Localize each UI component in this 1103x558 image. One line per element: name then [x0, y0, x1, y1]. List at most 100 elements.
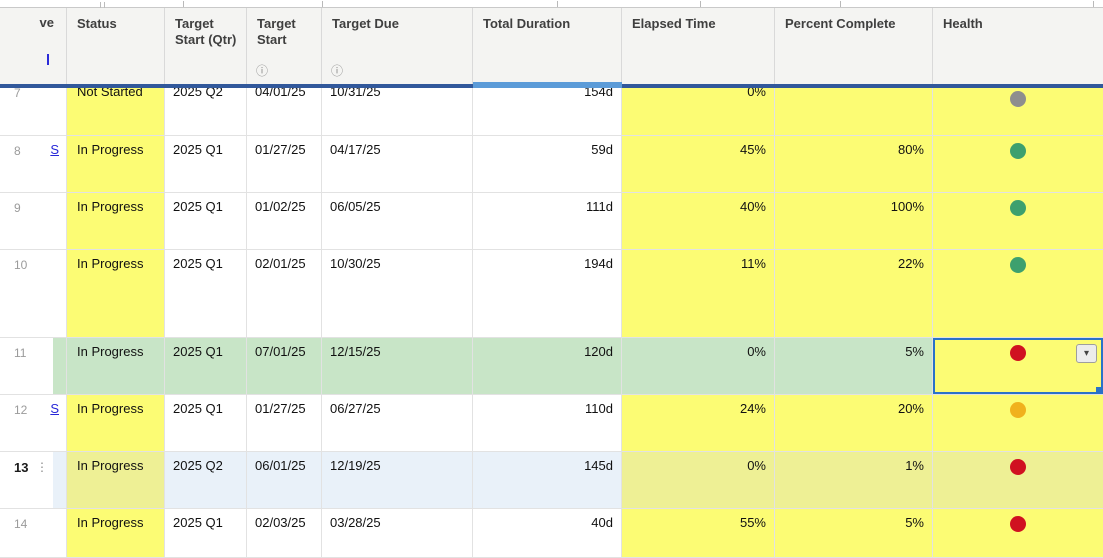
target-start-cell[interactable]: 01/27/25 — [247, 395, 322, 451]
row-menu-icon[interactable]: ⋮ — [36, 460, 48, 474]
status-cell[interactable]: Not Started — [67, 88, 165, 135]
divider-tick — [840, 1, 841, 7]
target-due-cell[interactable]: 12/15/25 — [322, 338, 473, 394]
target-start-qtr-cell[interactable]: 2025 Q1 — [165, 338, 247, 394]
target-start-cell[interactable]: 02/03/25 — [247, 509, 322, 557]
status-cell[interactable]: In Progress — [67, 136, 165, 192]
target-due-cell[interactable]: 03/28/25 — [322, 509, 473, 557]
health-dot — [1010, 200, 1026, 216]
health-dropdown-button[interactable]: ▾ — [1076, 344, 1097, 363]
target-start-qtr-cell[interactable]: 2025 Q1 — [165, 193, 247, 249]
column-header-row: ve Status Target Start (Qtr) Target Star… — [0, 8, 1103, 84]
health-cell[interactable] — [933, 88, 1103, 135]
status-cell[interactable]: In Progress — [67, 193, 165, 249]
target-start-cell[interactable]: 01/27/25 — [247, 136, 322, 192]
elapsed-time-cell[interactable]: 40% — [622, 193, 775, 249]
header-health[interactable]: Health — [943, 16, 983, 31]
cell-link[interactable]: S — [50, 401, 59, 416]
health-cell[interactable] — [933, 136, 1103, 192]
health-cell[interactable] — [933, 193, 1103, 249]
total-duration-cell[interactable]: 40d — [473, 509, 622, 557]
table-row: 11 In Progress 2025 Q1 07/01/25 12/15/25… — [0, 338, 1103, 395]
percent-complete-cell[interactable]: 20% — [775, 395, 933, 451]
row-number-cell[interactable]: 9 — [0, 193, 67, 249]
divider-tick — [322, 1, 323, 7]
elapsed-time-cell[interactable]: 0% — [622, 452, 775, 508]
target-start-qtr-cell[interactable]: 2025 Q1 — [165, 509, 247, 557]
elapsed-time-cell[interactable]: 11% — [622, 250, 775, 337]
health-cell[interactable] — [933, 395, 1103, 451]
percent-complete-cell[interactable]: 1% — [775, 452, 933, 508]
percent-complete-cell[interactable] — [775, 88, 933, 135]
target-start-qtr-cell[interactable]: 2025 Q1 — [165, 136, 247, 192]
health-dot — [1010, 516, 1026, 532]
target-due-cell[interactable]: 04/17/25 — [322, 136, 473, 192]
status-cell[interactable]: In Progress — [67, 452, 165, 508]
health-cell[interactable] — [933, 509, 1103, 557]
target-start-cell[interactable]: 06/01/25 — [247, 452, 322, 508]
table-row: 14 In Progress 2025 Q1 02/03/25 03/28/25… — [0, 509, 1103, 558]
total-duration-cell[interactable]: 120d — [473, 338, 622, 394]
elapsed-time-cell[interactable]: 24% — [622, 395, 775, 451]
percent-complete-cell[interactable]: 5% — [775, 509, 933, 557]
row-number-cell[interactable]: 11 — [0, 338, 67, 394]
header-status[interactable]: Status — [67, 8, 165, 84]
total-duration-cell[interactable]: 110d — [473, 395, 622, 451]
row-number-cell[interactable]: 10 — [0, 250, 67, 337]
elapsed-time-cell[interactable]: 45% — [622, 136, 775, 192]
health-cell[interactable] — [933, 250, 1103, 337]
target-due-cell[interactable]: 06/05/25 — [322, 193, 473, 249]
status-cell[interactable]: In Progress — [67, 338, 165, 394]
divider-tick — [1093, 1, 1094, 7]
target-start-qtr-cell[interactable]: 2025 Q1 — [165, 250, 247, 337]
target-start-cell[interactable]: 02/01/25 — [247, 250, 322, 337]
target-start-cell[interactable]: 04/01/25 — [247, 88, 322, 135]
status-cell[interactable]: In Progress — [67, 509, 165, 557]
target-due-cell[interactable]: 06/27/25 — [322, 395, 473, 451]
health-dot — [1010, 345, 1026, 361]
column-info-icon[interactable]: ⓘ — [331, 64, 344, 78]
header-total-duration[interactable]: Total Duration — [473, 8, 622, 84]
total-duration-cell[interactable]: 194d — [473, 250, 622, 337]
target-start-qtr-cell[interactable]: 2025 Q2 — [165, 452, 247, 508]
selection-fill-handle[interactable] — [1096, 387, 1102, 393]
percent-complete-cell[interactable]: 5% — [775, 338, 933, 394]
header-target-due[interactable]: Target Due ⓘ — [322, 8, 473, 84]
target-start-qtr-cell[interactable]: 2025 Q1 — [165, 395, 247, 451]
header-truncated-column[interactable]: ve — [0, 8, 67, 84]
health-dot — [1010, 91, 1026, 107]
header-target-start[interactable]: Target Start ⓘ — [247, 8, 322, 84]
status-cell[interactable]: In Progress — [67, 395, 165, 451]
percent-complete-cell[interactable]: 100% — [775, 193, 933, 249]
elapsed-time-cell[interactable]: 0% — [622, 88, 775, 135]
percent-complete-cell[interactable]: 22% — [775, 250, 933, 337]
target-start-cell[interactable]: 01/02/25 — [247, 193, 322, 249]
health-cell-selected[interactable]: ▾ — [933, 338, 1103, 394]
total-duration-cell[interactable]: 154d — [473, 88, 622, 135]
row-number-cell[interactable]: 14 — [0, 509, 67, 557]
total-duration-cell[interactable]: 59d — [473, 136, 622, 192]
column-info-icon[interactable]: ⓘ — [256, 64, 269, 78]
header-elapsed-time[interactable]: Elapsed Time — [622, 8, 775, 84]
health-cell[interactable] — [933, 452, 1103, 508]
target-due-cell[interactable]: 12/19/25 — [322, 452, 473, 508]
header-target-start-qtr[interactable]: Target Start (Qtr) — [165, 8, 247, 84]
row-number-cell[interactable]: 7 — [0, 88, 67, 135]
target-due-cell[interactable]: 10/31/25 — [322, 88, 473, 135]
row-number-cell[interactable]: 12 S — [0, 395, 67, 451]
total-duration-cell[interactable]: 111d — [473, 193, 622, 249]
percent-complete-cell[interactable]: 80% — [775, 136, 933, 192]
header-percent-complete[interactable]: Percent Complete — [775, 8, 933, 84]
target-start-cell[interactable]: 07/01/25 — [247, 338, 322, 394]
total-duration-cell[interactable]: 145d — [473, 452, 622, 508]
target-due-cell[interactable]: 10/30/25 — [322, 250, 473, 337]
elapsed-time-cell[interactable]: 0% — [622, 338, 775, 394]
elapsed-time-cell[interactable]: 55% — [622, 509, 775, 557]
target-start-qtr-cell[interactable]: 2025 Q2 — [165, 88, 247, 135]
cell-link[interactable]: S — [50, 142, 59, 157]
divider-tick — [700, 1, 701, 7]
row-number-cell[interactable]: 13 ⋮ — [0, 452, 67, 508]
status-cell[interactable]: In Progress — [67, 250, 165, 337]
health-dot — [1010, 257, 1026, 273]
